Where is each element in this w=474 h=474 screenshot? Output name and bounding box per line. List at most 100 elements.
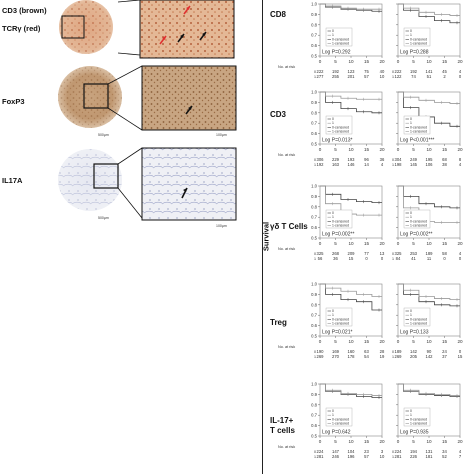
risk-count: 0 xyxy=(381,256,384,261)
survival-curve-0 xyxy=(398,283,460,307)
km-panel: 1.00.90.80.70.60.50 5 10 15 20010-censored1-… xyxy=(278,184,385,262)
legend-entry: 1-censored xyxy=(410,224,427,228)
legend-entry: 1-censored xyxy=(332,422,349,426)
risk-count: 190 xyxy=(317,349,325,354)
risk-group-0: 0 xyxy=(392,158,394,162)
x-tick-label: 5 xyxy=(412,241,415,246)
risk-count: 0 xyxy=(459,256,462,261)
foxp3-zoom-image xyxy=(141,65,237,131)
x-tick-label: 20 xyxy=(457,59,463,64)
risk-count: 224 xyxy=(395,449,403,454)
risk-count: 106 xyxy=(426,162,434,167)
legend-entry: 0 xyxy=(332,29,334,33)
risk-group-0: 0 xyxy=(314,252,316,256)
foxp3-label: FoxP3 xyxy=(2,97,25,106)
risk-count: 38 xyxy=(442,162,447,167)
legend-box xyxy=(403,407,431,427)
x-tick-label: 10 xyxy=(348,241,354,246)
risk-count: 41 xyxy=(411,256,416,261)
risk-count: 10 xyxy=(380,454,385,459)
black-arrow-icon xyxy=(177,33,185,43)
risk-count: 77 xyxy=(364,251,369,256)
risk-count: 229 xyxy=(332,157,340,162)
risk-count: 2 xyxy=(443,74,446,79)
legend-entry: 1 xyxy=(410,33,412,37)
row-label-cd8: CD8 xyxy=(270,10,287,19)
legend-entry: 1 xyxy=(410,413,412,417)
y-tick-label: 0.7 xyxy=(311,215,317,220)
x-tick-label: 15 xyxy=(364,439,370,444)
row-label-gd-t-cells: γδ T Cells xyxy=(270,222,308,231)
risk-group-1: 1 xyxy=(392,163,394,167)
legend-entry: 0 xyxy=(410,409,412,413)
x-tick-label: 5 xyxy=(412,339,415,344)
legend-entry: 1 xyxy=(332,313,334,317)
x-tick-label: 15 xyxy=(442,439,448,444)
x-tick-label: 10 xyxy=(426,59,432,64)
risk-count: 4 xyxy=(459,69,462,74)
black-arrow-icon xyxy=(199,31,207,41)
risk-count: 201 xyxy=(348,74,356,79)
risk-group-1: 1 xyxy=(392,75,394,79)
risk-count: 96 xyxy=(364,157,369,162)
y-tick-label: 0.8 xyxy=(311,22,317,27)
cd3-zoom-image xyxy=(139,0,235,59)
risk-group-1: 1 xyxy=(314,355,316,359)
log-p-value: Log P<0.001*** xyxy=(400,138,434,144)
y-tick-label: 0.7 xyxy=(311,413,317,418)
legend-box xyxy=(325,307,353,327)
risk-count: 195 xyxy=(426,157,434,162)
risk-count: 0 xyxy=(365,256,368,261)
log-p-value: Log P=0.021* xyxy=(322,330,352,336)
log-p-value: Log P=0.133 xyxy=(400,330,429,336)
risk-count: 160 xyxy=(348,349,356,354)
x-tick-label: 0 xyxy=(319,59,322,64)
x-tick-label: 5 xyxy=(334,147,337,152)
y-tick-label: 1.0 xyxy=(311,382,317,387)
risk-count: 205 xyxy=(410,354,418,359)
y-tick-label: 0.7 xyxy=(311,33,317,38)
x-tick-label: 15 xyxy=(442,241,448,246)
risk-group-0: 0 xyxy=(314,70,316,74)
legend-entry: 0-censored xyxy=(410,317,427,321)
risk-group-0: 0 xyxy=(392,70,394,74)
legend-entry: 0 xyxy=(410,211,412,215)
risk-count: 0 xyxy=(443,256,446,261)
survival-curve-1 xyxy=(320,91,382,100)
x-tick-label: 5 xyxy=(334,439,337,444)
risk-count: 68 xyxy=(442,157,447,162)
survival-curve-1 xyxy=(398,283,460,300)
scale-core-label: 500µm xyxy=(98,216,109,220)
risk-count: 57 xyxy=(364,74,369,79)
legend-entry: 1-censored xyxy=(332,224,349,228)
risk-count: 23 xyxy=(364,449,369,454)
x-tick-label: 0 xyxy=(397,147,400,152)
x-tick-label: 0 xyxy=(397,241,400,246)
survival-curve-0 xyxy=(320,383,382,398)
log-p-value: Log P=0.288 xyxy=(400,50,429,56)
risk-count: 0 xyxy=(459,349,462,354)
risk-count: 246 xyxy=(332,454,340,459)
y-tick-label: 0.9 xyxy=(311,292,317,297)
legend-box xyxy=(403,27,431,47)
risk-count: 226 xyxy=(410,454,418,459)
x-tick-label: 0 xyxy=(397,59,400,64)
scale-zoom-label: 100µm xyxy=(216,133,227,137)
risk-count: 63 xyxy=(364,349,369,354)
y-tick-label: 0.7 xyxy=(311,121,317,126)
x-tick-label: 20 xyxy=(379,439,385,444)
scale-zoom-label: 100µm xyxy=(216,224,227,228)
risk-count: 306 xyxy=(317,157,325,162)
risk-count: 192 xyxy=(410,69,418,74)
row-label-il17-line2: T cells xyxy=(270,426,295,435)
ihc-image-panel: 500µm 100µm 500µm 1 xyxy=(58,0,237,228)
risk-count: 193 xyxy=(348,157,356,162)
risk-count: 163 xyxy=(332,162,340,167)
x-tick-label: 20 xyxy=(379,147,385,152)
x-tick-label: 20 xyxy=(379,339,385,344)
